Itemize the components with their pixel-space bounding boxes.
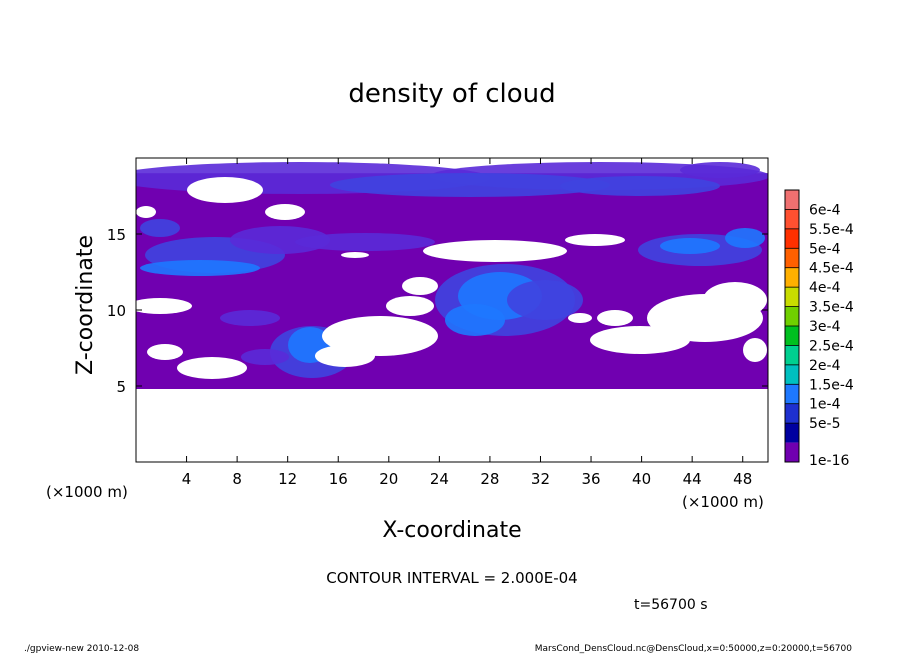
colorbar-label: 5.5e-4 [809, 222, 854, 238]
colorbar: 6e-4 5.5e-4 5e-4 4.5e-4 4e-4 3.5e-4 3e-4 2.5e-4… [784, 189, 854, 469]
cloud-gap [147, 344, 183, 360]
colorbar-label: 5e-4 [809, 241, 841, 257]
colorbar-segment [785, 345, 799, 365]
cloud-feature [241, 349, 289, 365]
x-axis-ticks: 4 8 12 16 20 24 28 32 36 40 44 48 [182, 158, 752, 488]
cloud-feature [330, 173, 610, 197]
colorbar-label: 2e-4 [809, 358, 841, 374]
cloud-gap [315, 345, 375, 367]
colorbar-label: 1e-16 [809, 453, 849, 469]
x-tick-label: 12 [278, 470, 297, 488]
y-tick-label: 15 [107, 226, 126, 244]
colorbar-segment [785, 267, 799, 288]
x-tick-label: 4 [182, 470, 192, 488]
colorbar-label: 4.5e-4 [809, 261, 854, 277]
cloud-gap [423, 240, 567, 262]
colorbar-segment [785, 442, 799, 462]
cloud-gap [386, 296, 434, 316]
colorbar-label: 3e-4 [809, 319, 841, 335]
colorbar-label: 3.5e-4 [809, 300, 854, 316]
colorbar-segment [785, 306, 799, 326]
density-field [136, 162, 768, 462]
cloud-feature [660, 238, 720, 254]
colorbar-label: 1e-4 [809, 397, 841, 413]
colorbar-segment [785, 209, 799, 229]
colorbar-segment [785, 326, 799, 346]
chart-title: density of cloud [348, 79, 555, 109]
below-cloud-empty [136, 389, 768, 462]
x-tick-label: 8 [232, 470, 242, 488]
colorbar-segment [785, 248, 799, 268]
cloud-feature [295, 233, 435, 251]
cloud-gap [402, 277, 438, 295]
cloud-feature [230, 226, 330, 254]
colorbar-label: 2.5e-4 [809, 338, 854, 354]
cloud-gap [597, 310, 633, 326]
x-tick-label: 36 [581, 470, 600, 488]
colorbar-segment [785, 190, 799, 210]
cloud-gap [136, 206, 156, 218]
colorbar-label: 6e-4 [809, 202, 841, 218]
x-tick-label: 32 [531, 470, 550, 488]
cloud-gap [743, 338, 767, 362]
colorbar-segment [785, 228, 799, 249]
cloud-feature [140, 260, 260, 276]
cloud-gap [265, 204, 305, 220]
x-unit-right: (×1000 m) [682, 493, 764, 511]
colorbar-segment [785, 403, 799, 424]
footer-left: ./gpview-new 2010-12-08 [24, 644, 139, 654]
cloud-gap [568, 313, 592, 323]
colorbar-segment [785, 287, 799, 307]
cloud-gap [590, 326, 690, 354]
cloud-feature [140, 219, 180, 237]
cloud-gap [703, 282, 767, 318]
y-axis-label: Z-coordinate [73, 235, 98, 375]
colorbar-segment [785, 423, 799, 443]
cloud-feature [507, 280, 583, 320]
colorbar-label: 1.5e-4 [809, 377, 854, 393]
cloud-feature [560, 176, 720, 196]
y-axis-ticks: 5 10 15 [107, 226, 768, 396]
cloud-feature [725, 228, 765, 248]
footer-right: MarsCond_DensCloud.nc@DensCloud,x=0:5000… [535, 644, 852, 654]
cloud-feature [220, 310, 280, 326]
x-tick-label: 48 [733, 470, 752, 488]
time-label: t=56700 s [634, 597, 708, 613]
x-tick-label: 44 [683, 470, 702, 488]
contour-interval-text: CONTOUR INTERVAL = 2.000E-04 [326, 569, 577, 587]
cloud-feature [445, 304, 505, 336]
colorbar-segment [785, 364, 799, 385]
colorbar-label: 5e-5 [809, 416, 840, 432]
cloud-gap [187, 177, 263, 203]
x-unit-left: (×1000 m) [46, 483, 128, 501]
cloud-gap [565, 234, 625, 246]
cloud-gap [177, 357, 247, 379]
y-tick-label: 5 [116, 378, 126, 396]
x-tick-label: 16 [329, 470, 348, 488]
x-tick-label: 24 [430, 470, 449, 488]
cloud-feature [680, 162, 760, 178]
x-tick-label: 20 [379, 470, 398, 488]
x-tick-label: 28 [480, 470, 499, 488]
x-tick-label: 40 [632, 470, 651, 488]
cloud-gap [136, 298, 192, 314]
y-tick-label: 10 [107, 302, 126, 320]
x-axis-label: X-coordinate [382, 518, 521, 543]
colorbar-label: 4e-4 [809, 280, 841, 296]
cloud-gap [341, 252, 369, 258]
colorbar-segment [785, 384, 799, 404]
